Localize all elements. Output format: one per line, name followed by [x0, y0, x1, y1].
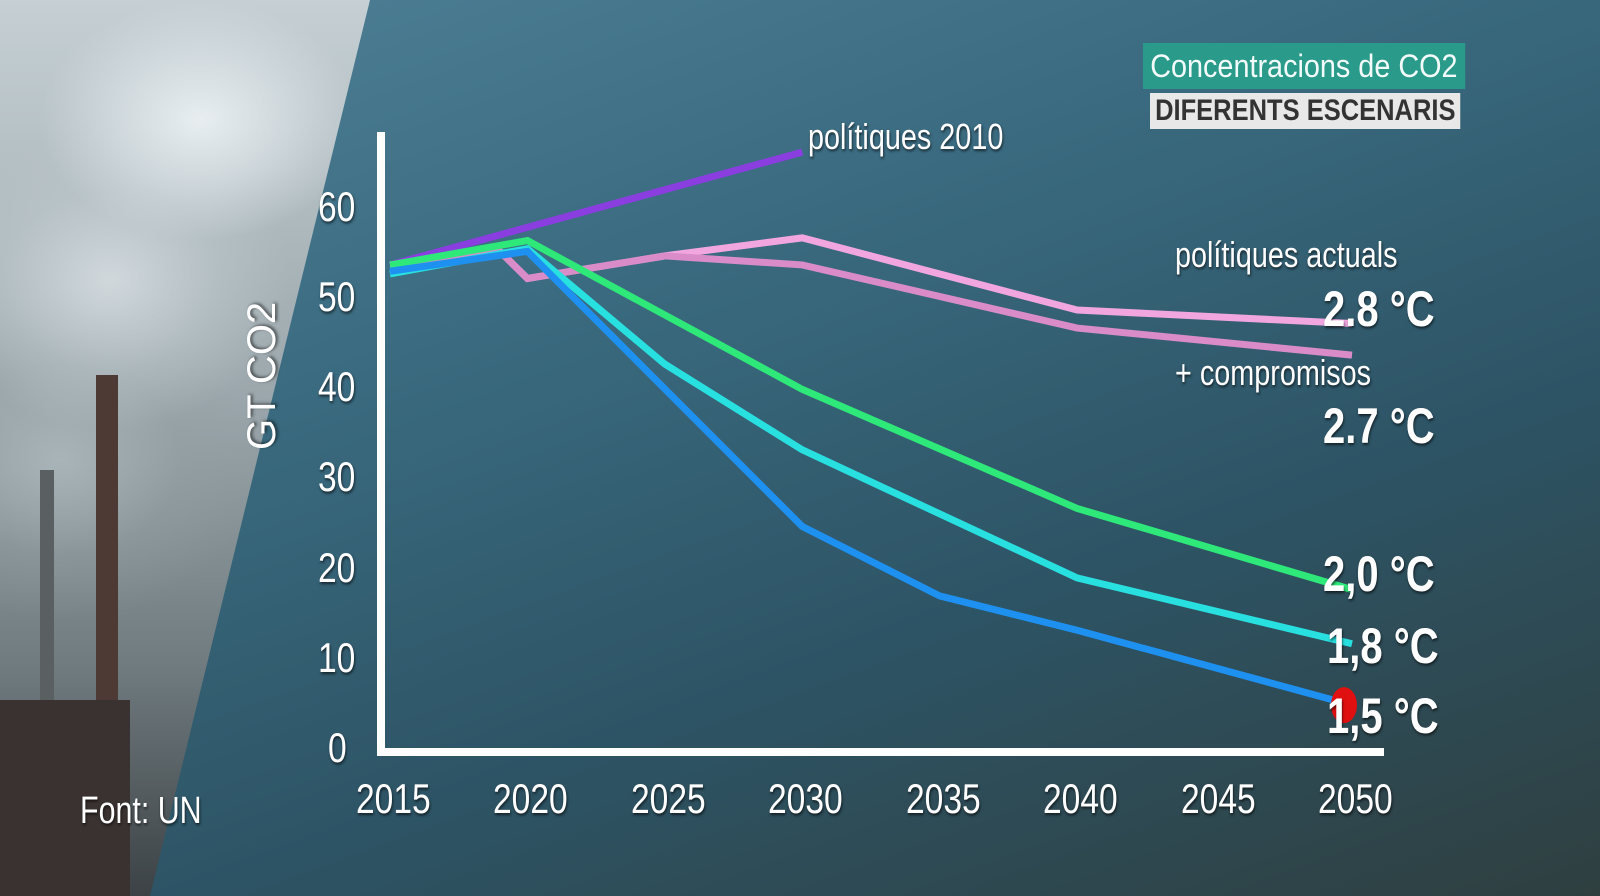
y-tick-label: 20	[318, 543, 356, 591]
x-tick-label: 2045	[1180, 775, 1256, 822]
series-label-politiques-2010: polítiques 2010	[808, 116, 1004, 157]
series-line-5	[389, 247, 1353, 709]
x-tick-label: 2035	[905, 775, 981, 822]
x-tick-label: 2025	[630, 775, 706, 822]
y-tick-label: 30	[318, 453, 356, 501]
source-label: Font: UN	[80, 790, 202, 832]
y-axis-label: GT CO2	[240, 301, 284, 450]
x-tick-label: 2050	[1318, 775, 1393, 822]
series-line-3	[389, 236, 1353, 593]
y-tick-label: 60	[318, 182, 356, 230]
axes	[377, 132, 1384, 756]
temp-label-1-8: 1,8 °C	[1327, 618, 1439, 674]
series-line-0	[389, 148, 804, 269]
temp-label-2-7: 2.7 °C	[1323, 398, 1435, 454]
temp-label-1-5: 1,5 °C	[1327, 688, 1439, 744]
y-tick-label: 50	[318, 273, 356, 320]
factory	[0, 700, 130, 896]
x-tick-label: 2015	[356, 775, 431, 822]
y-tick-label: 40	[318, 363, 356, 411]
red-marker	[1331, 687, 1357, 724]
chart-subtitle: DIFERENTS ESCENARIS	[1150, 93, 1461, 129]
series-label-compromisos: + compromisos	[1175, 352, 1372, 393]
y-tick-label: 0	[328, 724, 347, 771]
temp-label-2-0: 2,0 °C	[1323, 546, 1435, 602]
x-tick-label: 2040	[1043, 775, 1118, 822]
x-tick-label: 2030	[768, 775, 844, 822]
series-label-politiques-actuals: polítiques actuals	[1175, 234, 1398, 275]
chart-title: Concentracions de CO2	[1143, 43, 1465, 89]
x-tick-label: 2020	[493, 775, 569, 822]
series-line-4	[389, 244, 1353, 648]
temp-label-2-8: 2.8 °C	[1323, 281, 1435, 337]
y-tick-label: 10	[318, 633, 356, 681]
